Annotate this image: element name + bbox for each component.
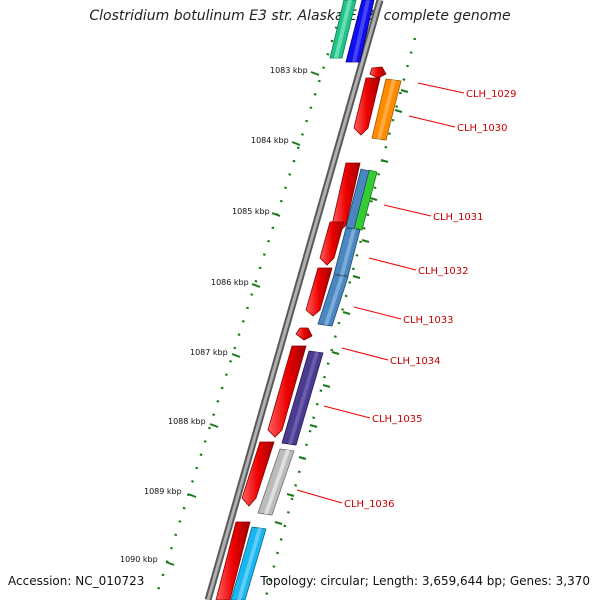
- gene-label-clh-1034: CLH_1034: [390, 356, 441, 367]
- tick-label-1086: 1086 kbp: [211, 278, 249, 287]
- gene-label-clh-1031: CLH_1031: [433, 212, 484, 223]
- tick-label-1089: 1089 kbp: [144, 487, 182, 496]
- tick-label-1090: 1090 kbp: [120, 555, 158, 564]
- tick-label-1084: 1084 kbp: [251, 136, 289, 145]
- gene-label-clh-1032: CLH_1032: [418, 266, 469, 277]
- cds-clh-1032: [319, 221, 345, 266]
- cds-clh-1029-arrow-head: [369, 66, 387, 79]
- cds-clh-1035: [267, 345, 307, 438]
- topology-text: Topology: circular; Length: 3,659,644 bp…: [260, 574, 590, 588]
- accession-text: Accession: NC_010723: [8, 574, 145, 588]
- label-leaders: [296, 82, 465, 504]
- gene-label-clh-1033: CLH_1033: [403, 315, 454, 326]
- cds-clh-1036: [241, 441, 275, 507]
- cds-clh-1033: [305, 267, 333, 317]
- gene-label-clh-1029: CLH_1029: [466, 89, 517, 100]
- cds-clh-1034: [295, 327, 313, 341]
- tick-label-1087: 1087 kbp: [190, 348, 228, 357]
- map-title: Clostridium botulinum E3 str. Alaska E43…: [89, 8, 511, 24]
- gene-label-clh-1036: CLH_1036: [344, 499, 395, 510]
- tick-label-1088: 1088 kbp: [168, 417, 206, 426]
- top-cog-teal: [329, 0, 357, 59]
- tick-marks: [165, 71, 320, 566]
- cog-bars: [230, 78, 402, 600]
- gene-label-clh-1030: CLH_1030: [457, 123, 508, 134]
- gene-label-clh-1035: CLH_1035: [372, 414, 423, 425]
- top-cog-blue: [345, 0, 375, 63]
- outer-ring-ticks: [274, 89, 409, 525]
- cds-clh-1029: [353, 77, 381, 136]
- cds-bottom: [215, 521, 251, 600]
- cds-arrows: [215, 66, 387, 600]
- tick-label-1083: 1083 kbp: [270, 66, 308, 75]
- backbone: [206, 0, 382, 600]
- tick-label-1085: 1085 kbp: [232, 207, 270, 216]
